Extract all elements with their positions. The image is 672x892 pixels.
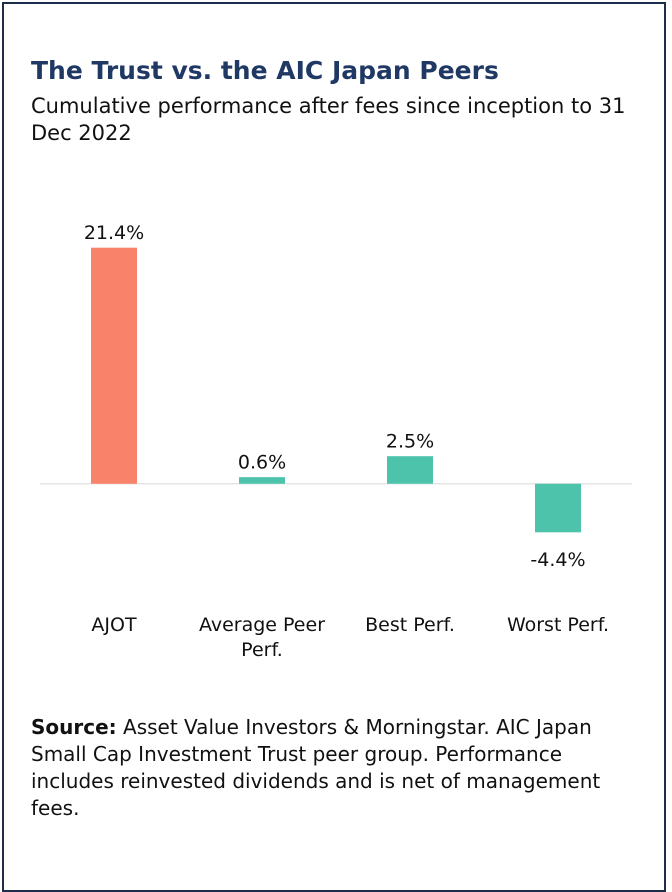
- x-tick-label: Best Perf.: [365, 614, 455, 636]
- bar: [387, 456, 433, 484]
- chart-title: The Trust vs. the AIC Japan Peers: [31, 56, 499, 85]
- x-tick-label: Worst Perf.: [506, 614, 610, 636]
- bar: [535, 483, 581, 533]
- source-text: Asset Value Investors & Morningstar. AIC…: [31, 715, 601, 820]
- bar: [239, 477, 285, 484]
- source-note: Source: Asset Value Investors & Mornings…: [31, 714, 641, 822]
- x-tick-label: AJOT: [91, 614, 137, 636]
- bar: [91, 247, 137, 484]
- value-label: 2.5%: [386, 431, 434, 453]
- source-label: Source:: [31, 715, 117, 739]
- value-label: 21.4%: [84, 222, 144, 244]
- chart-subtitle: Cumulative performance after fees since …: [31, 94, 626, 146]
- value-label: 0.6%: [238, 452, 286, 474]
- x-tick-label: Average Peer Perf.: [198, 614, 326, 661]
- value-label: -4.4%: [530, 549, 585, 571]
